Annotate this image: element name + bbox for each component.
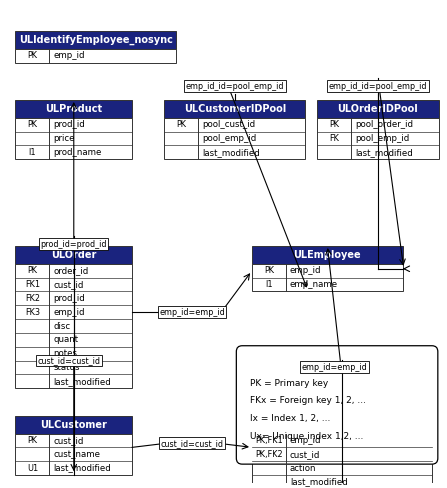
Bar [252,264,403,291]
Text: ULProduct: ULProduct [45,104,102,114]
Bar [252,246,403,264]
Text: pool_cust_id: pool_cust_id [202,120,255,129]
Text: emp_id=emp_id: emp_id=emp_id [302,363,367,372]
Text: PK,FK1: PK,FK1 [255,436,283,445]
Bar [252,416,432,433]
Text: U1: U1 [27,464,38,472]
Text: PK: PK [27,120,38,129]
Text: cust_id: cust_id [290,450,320,459]
Text: prod_id: prod_id [53,120,85,129]
Text: cust_id=cust_id: cust_id=cust_id [38,356,101,365]
Text: PK: PK [264,266,274,275]
Bar [15,31,176,49]
Text: ULEmployee: ULEmployee [294,250,361,260]
Text: FKx = Foreign key 1, 2, ...: FKx = Foreign key 1, 2, ... [250,396,366,406]
Text: prod_id=prod_id: prod_id=prod_id [41,240,107,248]
Bar [15,264,132,388]
Text: emp_id=emp_id: emp_id=emp_id [159,308,225,317]
Bar [15,100,132,118]
Text: PK: PK [176,120,186,129]
Text: ULOrderIDPool: ULOrderIDPool [337,104,418,114]
Text: I1: I1 [29,148,36,157]
Text: PK = Primary key: PK = Primary key [250,379,328,388]
Text: ULCustomer: ULCustomer [40,420,107,429]
Text: PK: PK [27,436,38,445]
Text: order_id: order_id [53,266,89,275]
Text: emp_id: emp_id [290,266,321,275]
Text: PK: PK [27,51,38,60]
Bar [15,246,132,264]
Text: prod_id: prod_id [53,294,85,303]
Text: pool_emp_id: pool_emp_id [202,134,257,143]
Text: disc: disc [53,322,71,330]
Text: emp_id: emp_id [53,308,85,317]
Text: FK3: FK3 [25,308,40,317]
Text: last_modified: last_modified [53,464,111,472]
Text: I1: I1 [265,280,273,289]
Text: PK: PK [27,266,38,275]
Bar [15,433,132,475]
Text: ULIdentifyEmployee_nosync: ULIdentifyEmployee_nosync [19,35,173,45]
Bar [317,100,439,118]
Text: cust_id: cust_id [53,436,84,445]
Text: emp_id_id=pool_emp_id: emp_id_id=pool_emp_id [329,82,427,91]
Text: notes: notes [53,349,77,358]
Text: ULCustomerIDPool: ULCustomerIDPool [184,104,286,114]
Text: cust_id: cust_id [53,280,84,289]
Text: FK2: FK2 [25,294,40,303]
Text: ULOrder: ULOrder [51,250,97,260]
Text: emp_name: emp_name [290,280,338,289]
Bar [15,49,176,62]
Text: ULEmpCust: ULEmpCust [311,420,373,429]
Text: price: price [53,134,75,143]
Bar [15,118,132,159]
Text: Legend: Legend [316,363,358,372]
Text: pool_order_id: pool_order_id [355,120,413,129]
Text: cust_name: cust_name [53,450,100,459]
Text: last_modified: last_modified [355,148,413,157]
Bar [164,100,305,118]
Text: prod_name: prod_name [53,148,102,157]
Text: emp_id: emp_id [53,51,85,60]
Text: last_modified: last_modified [53,377,111,386]
Bar [15,416,132,433]
Bar [164,118,305,159]
Bar [317,118,439,159]
Text: last_modified: last_modified [202,148,260,157]
Text: Ix = Index 1, 2, ...: Ix = Index 1, 2, ... [250,414,330,423]
Text: status: status [53,363,80,372]
Bar [252,433,432,488]
Text: last_modified: last_modified [290,477,348,487]
Text: emp_id: emp_id [290,436,321,445]
Text: FK1: FK1 [25,280,40,289]
Text: pool_emp_id: pool_emp_id [355,134,409,143]
Text: Ux= Unique index 1,2, ...: Ux= Unique index 1,2, ... [250,432,363,441]
Text: emp_id_id=pool_emp_id: emp_id_id=pool_emp_id [186,82,284,91]
Text: FK: FK [329,134,339,143]
Text: PK: PK [329,120,339,129]
FancyBboxPatch shape [236,346,438,464]
Text: quant: quant [53,335,79,345]
Text: action: action [290,464,316,472]
Text: PK,FK2: PK,FK2 [255,450,283,459]
Text: cust_id=cust_id: cust_id=cust_id [160,439,224,448]
